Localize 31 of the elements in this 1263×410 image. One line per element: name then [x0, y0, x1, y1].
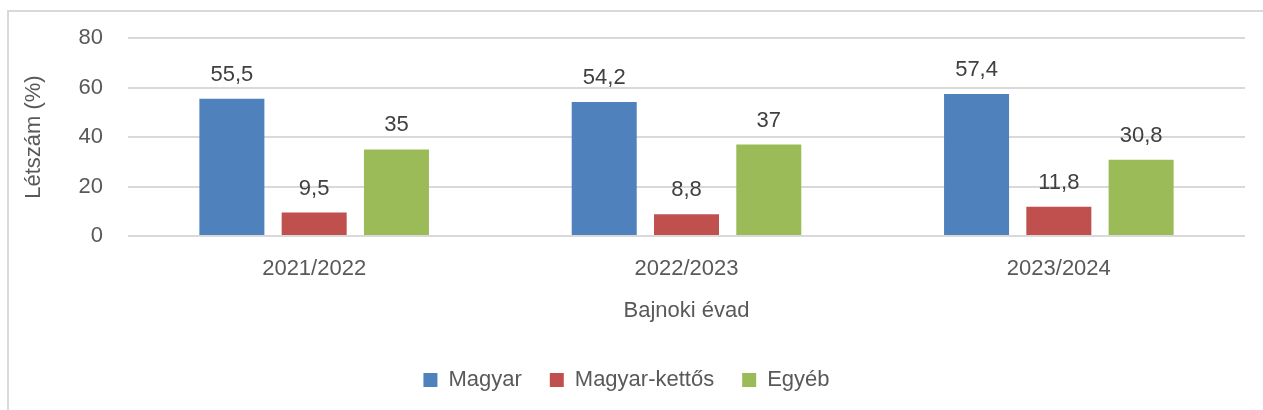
data-label: 8,8 [671, 176, 702, 202]
legend-label: Egyéb [767, 366, 830, 392]
x-axis-title: Bajnoki évad [623, 296, 750, 322]
legend-label: Magyar-kettős [574, 366, 715, 392]
data-label: 11,8 [1038, 168, 1080, 194]
data-label: 55,5 [210, 60, 254, 86]
bar [199, 98, 265, 235]
y-tick-label: 40 [78, 123, 103, 149]
y-tick-label: 20 [78, 172, 103, 198]
data-label: 30,8 [1119, 121, 1163, 147]
data-label: 35 [384, 111, 409, 137]
y-tick-label: 80 [78, 24, 103, 50]
bar [944, 94, 1010, 235]
y-axis-title: Létszám (%) [20, 75, 46, 199]
x-tick-label: 2023/2024 [1006, 255, 1111, 281]
bar [654, 214, 719, 235]
bar [281, 212, 347, 235]
data-label: 37 [756, 106, 782, 132]
bar [1108, 159, 1174, 235]
x-tick-label: 2022/2023 [634, 255, 739, 281]
bar [571, 101, 637, 235]
x-tick-label: 2021/2022 [262, 255, 367, 281]
data-label: 54,2 [582, 63, 626, 89]
bar [1026, 206, 1092, 235]
data-label: 9,5 [298, 174, 330, 200]
legend-label: Magyar [448, 366, 522, 392]
data-label: 57,4 [955, 56, 998, 82]
bar [736, 144, 802, 235]
y-tick-label: 60 [78, 73, 103, 99]
bar [363, 149, 429, 235]
y-tick-label: 0 [90, 222, 103, 248]
